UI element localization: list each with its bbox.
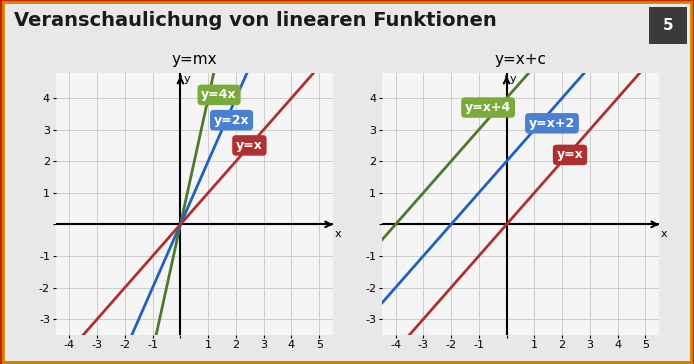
Text: y=2x: y=2x xyxy=(214,114,249,127)
Text: 5: 5 xyxy=(663,18,673,33)
Title: y=x+c: y=x+c xyxy=(495,52,546,67)
Text: x: x xyxy=(661,229,668,239)
Text: x: x xyxy=(335,229,341,239)
Text: y=4x: y=4x xyxy=(201,88,237,102)
Text: y=x: y=x xyxy=(557,149,584,161)
Text: y: y xyxy=(510,74,516,84)
Text: y=x+4: y=x+4 xyxy=(465,101,511,114)
Text: y=x: y=x xyxy=(236,139,263,152)
Text: Veranschaulichung von linearen Funktionen: Veranschaulichung von linearen Funktione… xyxy=(14,11,497,30)
Text: y: y xyxy=(184,74,190,84)
Title: y=mx: y=mx xyxy=(171,52,217,67)
Text: y=x+2: y=x+2 xyxy=(529,117,575,130)
